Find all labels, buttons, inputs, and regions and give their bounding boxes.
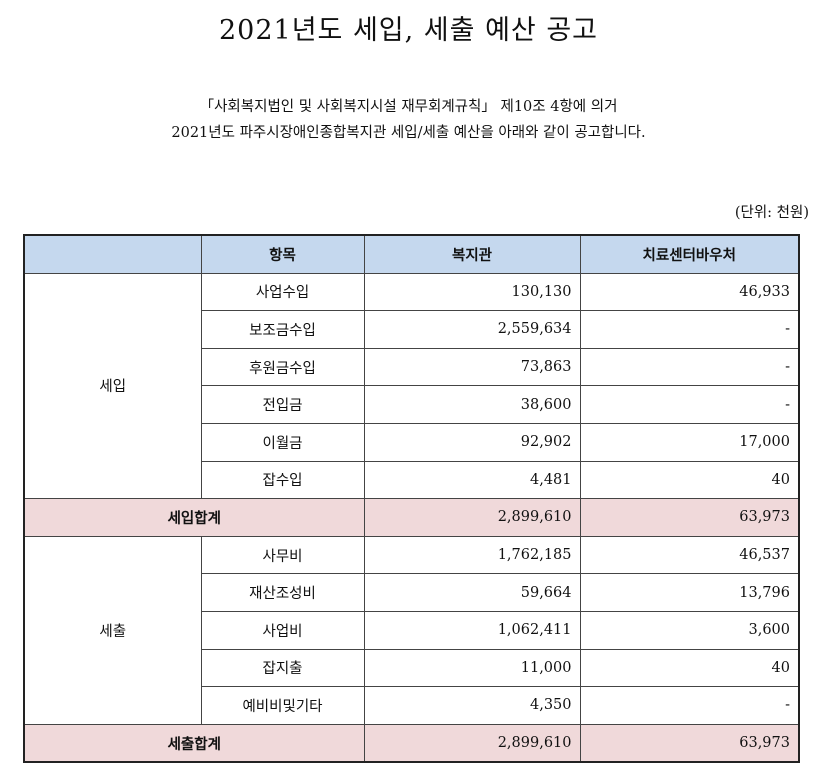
row-voucher: -	[579, 385, 800, 424]
expenditure-total-voucher: 63,973	[579, 723, 800, 763]
row-welfare: 4,350	[363, 686, 581, 725]
row-item: 사업수입	[200, 272, 365, 312]
revenue-total-label: 세입합계	[23, 498, 365, 537]
row-welfare: 2,559,634	[363, 310, 581, 349]
row-voucher: 13,796	[579, 573, 800, 612]
row-item: 잡수입	[200, 460, 365, 500]
row-item: 잡지출	[200, 648, 365, 688]
row-voucher: 17,000	[579, 422, 800, 462]
table-row: 전입금 38,600 -	[24, 385, 800, 424]
table-row: 후원금수입 73,863 -	[24, 347, 800, 387]
row-welfare: 11,000	[363, 648, 581, 688]
row-item: 재산조성비	[200, 573, 365, 612]
table-row: 세입 사업수입 130,130 46,933	[23, 272, 800, 500]
row-voucher: 3,600	[579, 610, 800, 650]
table-row: 보조금수입 2,559,634 -	[24, 310, 800, 349]
row-welfare: 73,863	[363, 347, 581, 387]
budget-table: 항목 복지관 치료센터바우처 세입 사업수입 130,130 46,933 보조…	[23, 234, 800, 764]
expenditure-group-label: 세출	[23, 535, 202, 725]
unit-note: (단위: 천원)	[734, 205, 809, 221]
row-item: 후원금수입	[200, 347, 365, 387]
row-voucher: 46,537	[579, 535, 800, 575]
revenue-group-label: 세입	[23, 272, 202, 500]
row-item: 전입금	[200, 385, 365, 424]
row-welfare: 38,600	[363, 385, 581, 424]
expenditure-total-label: 세출합계	[23, 723, 365, 763]
revenue-total-row: 세입합계 2,899,610 63,973	[23, 498, 800, 537]
header-group	[23, 234, 202, 274]
row-item: 보조금수입	[200, 310, 365, 349]
row-voucher: 46,933	[579, 272, 800, 312]
revenue-total-welfare: 2,899,610	[363, 498, 581, 537]
row-voucher: -	[579, 347, 800, 387]
row-welfare: 1,062,411	[363, 610, 581, 650]
header-item: 항목	[200, 234, 365, 274]
table-row: 잡수입 4,481 40	[24, 460, 800, 500]
intro-line-1: 「사회복지법인 및 사회복지시설 재무회계규칙」 제10조 4항에 의거	[199, 99, 618, 115]
expenditure-total-welfare: 2,899,610	[363, 723, 581, 763]
row-welfare: 4,481	[363, 460, 581, 500]
table-header-row: 항목 복지관 치료센터바우처	[23, 234, 800, 274]
table-row: 사업비 1,062,411 3,600	[24, 610, 800, 650]
intro-line-2: 2021년도 파주시장애인종합복지관 세입/세출 예산을 아래와 같이 공고합니…	[171, 125, 646, 141]
header-voucher: 치료센터바우처	[579, 234, 800, 274]
table-row: 세출 사무비 1,762,185 46,537	[23, 535, 800, 725]
row-voucher: -	[579, 310, 800, 349]
table-row: 이월금 92,902 17,000	[24, 422, 800, 462]
row-welfare: 1,762,185	[363, 535, 581, 575]
row-item: 이월금	[200, 422, 365, 462]
expenditure-total-row: 세출합계 2,899,610 63,973	[23, 723, 800, 763]
row-voucher: -	[579, 686, 800, 725]
row-welfare: 130,130	[363, 272, 581, 312]
page-title: 2021년도 세입, 세출 예산 공고	[218, 15, 599, 46]
header-welfare: 복지관	[363, 234, 581, 274]
table-row: 잡지출 11,000 40	[24, 648, 800, 688]
row-item: 사업비	[200, 610, 365, 650]
row-welfare: 59,664	[363, 573, 581, 612]
row-voucher: 40	[579, 460, 800, 500]
row-welfare: 92,902	[363, 422, 581, 462]
row-item: 예비비및기타	[200, 686, 365, 725]
revenue-total-voucher: 63,973	[579, 498, 800, 537]
row-voucher: 40	[579, 648, 800, 688]
row-item: 사무비	[200, 535, 365, 575]
table-row: 재산조성비 59,664 13,796	[24, 573, 800, 612]
